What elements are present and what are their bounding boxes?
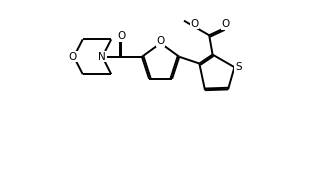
Text: O: O: [69, 52, 77, 62]
Text: O: O: [117, 31, 126, 41]
Text: O: O: [190, 19, 199, 29]
Text: S: S: [235, 62, 242, 72]
Text: O: O: [222, 19, 230, 29]
Text: O: O: [156, 36, 165, 46]
Text: N: N: [99, 52, 106, 62]
